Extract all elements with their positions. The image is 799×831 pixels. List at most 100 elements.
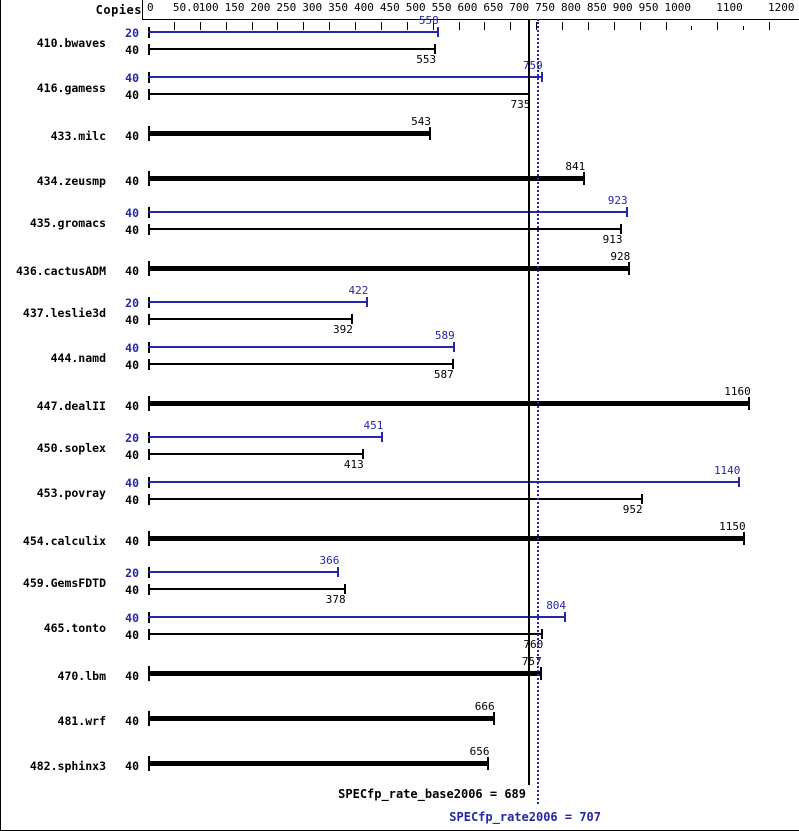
peak-value-label: 366 xyxy=(319,554,340,567)
peak-copies-label: 20 xyxy=(125,431,139,445)
benchmark-row: 454.calculix 40 1150 xyxy=(1,519,799,564)
benchmark-row: 416.gamess 40 40 759 735 xyxy=(1,60,799,114)
bar-end-cap xyxy=(343,584,346,594)
x-tick-mark xyxy=(458,22,460,30)
x-tick-mark xyxy=(277,22,279,30)
axis-baseline xyxy=(142,19,799,20)
base-bar xyxy=(148,588,344,590)
base-copies-label: 40 xyxy=(125,493,139,507)
base-bar xyxy=(148,363,452,365)
base-reference-line xyxy=(528,19,530,785)
x-tick-mark xyxy=(303,22,305,30)
base-bar xyxy=(148,453,362,455)
base-copies-label: 40 xyxy=(125,313,139,327)
benchmark-row: 410.bwaves 20 40 558 553 xyxy=(1,15,799,69)
x-tick-label: 400 xyxy=(354,1,374,14)
bar-end-cap xyxy=(361,449,364,459)
x-tick-mark xyxy=(199,22,201,30)
peak-copies-label: 20 xyxy=(125,26,139,40)
x-tick-mark xyxy=(717,22,719,30)
benchmark-label: 436.cactusADM xyxy=(15,264,106,278)
base-bar xyxy=(148,48,435,50)
benchmark-row: 459.GemsFDTD 20 40 366 378 xyxy=(1,555,799,609)
base-value-label: 666 xyxy=(474,700,495,713)
bar-end-cap xyxy=(541,629,544,639)
bar-end-cap xyxy=(350,314,353,324)
x-tick-mark xyxy=(355,22,356,30)
x-tick-mark xyxy=(536,22,538,30)
x-tick-mark xyxy=(380,22,382,30)
base-value-label: 760 xyxy=(523,638,544,651)
base-bar xyxy=(148,401,749,406)
base-value-label: 928 xyxy=(610,250,631,263)
peak-copies-label: 20 xyxy=(125,296,139,310)
peak-copies-label: 40 xyxy=(125,611,139,625)
bar-end-cap xyxy=(628,262,631,275)
peak-value-label: 422 xyxy=(348,284,369,297)
bar-end-cap xyxy=(434,44,437,54)
x-tick-label: 500 xyxy=(405,1,426,14)
benchmark-label: 482.sphinx3 xyxy=(29,759,106,773)
base-copies-label: 40 xyxy=(125,759,139,773)
x-tick-mark xyxy=(769,22,770,30)
peak-copies-label: 40 xyxy=(125,341,139,355)
benchmark-row: 447.dealII 40 1160 xyxy=(1,384,799,429)
x-tick-label: 850 xyxy=(586,1,607,14)
benchmark-label: 410.bwaves xyxy=(36,36,106,50)
base-bar xyxy=(148,266,629,271)
x-tick-label: 350 xyxy=(328,1,348,14)
base-value-label: 841 xyxy=(565,160,586,173)
benchmark-label: 453.povray xyxy=(36,486,106,500)
base-copies-label: 40 xyxy=(125,534,139,548)
bar-end-cap xyxy=(492,712,495,725)
benchmark-row: 450.soplex 20 40 451 413 xyxy=(1,420,799,474)
bar-end-cap xyxy=(625,207,628,217)
base-value-label: 587 xyxy=(433,368,454,381)
bar-end-cap xyxy=(743,532,746,545)
base-bar xyxy=(148,131,429,136)
peak-bar xyxy=(148,301,367,303)
peak-bar xyxy=(148,436,382,438)
x-tick-label: 1200 xyxy=(768,1,795,14)
x-tick-label: 750 xyxy=(535,1,555,14)
x-tick-label: 0 xyxy=(147,1,154,14)
benchmark-row: 437.leslie3d 20 40 422 392 xyxy=(1,285,799,339)
base-value-label: 378 xyxy=(325,593,346,606)
x-tick-label: 450 xyxy=(379,1,400,14)
peak-copies-label: 20 xyxy=(125,566,139,580)
peak-copies-label: 40 xyxy=(125,476,139,490)
bar-end-cap xyxy=(366,297,369,307)
copies-column-header: Copies xyxy=(95,3,142,17)
base-value-label: 952 xyxy=(622,503,643,516)
peak-value-label: 923 xyxy=(607,194,628,207)
benchmark-row: 453.povray 40 40 1140 952 xyxy=(1,465,799,519)
x-tick-label: 950 xyxy=(638,1,659,14)
peak-bar xyxy=(148,346,453,348)
peak-value-label: 804 xyxy=(546,599,567,612)
benchmark-label: 447.dealII xyxy=(36,399,106,413)
benchmark-label: 454.calculix xyxy=(22,534,106,548)
benchmark-label: 434.zeusmp xyxy=(36,174,106,188)
base-bar xyxy=(148,176,584,181)
benchmark-row: 481.wrf 40 666 xyxy=(1,699,799,744)
benchmark-label: 416.gamess xyxy=(36,81,106,95)
x-tick-mark xyxy=(251,22,253,30)
base-bar xyxy=(148,716,493,721)
base-value-label: 392 xyxy=(332,323,353,336)
base-bar xyxy=(148,671,540,676)
base-bar xyxy=(148,633,542,635)
x-tick-mark xyxy=(562,22,563,30)
bar-end-cap xyxy=(620,224,623,234)
base-copies-label: 40 xyxy=(125,43,139,57)
x-tick-label: 150 xyxy=(224,1,245,14)
peak-bar xyxy=(148,76,541,78)
bar-end-cap xyxy=(564,612,567,622)
x-tick-label: 250 xyxy=(276,1,297,14)
base-copies-label: 40 xyxy=(125,174,139,188)
base-summary-label: SPECfp_rate_base2006 = 689 xyxy=(338,787,526,801)
base-value-label: 913 xyxy=(602,233,623,246)
base-value-label: 735 xyxy=(510,98,531,111)
x-tick-label: 300 xyxy=(302,1,323,14)
x-tick-mark xyxy=(173,22,175,30)
bar-end-cap xyxy=(452,342,455,352)
